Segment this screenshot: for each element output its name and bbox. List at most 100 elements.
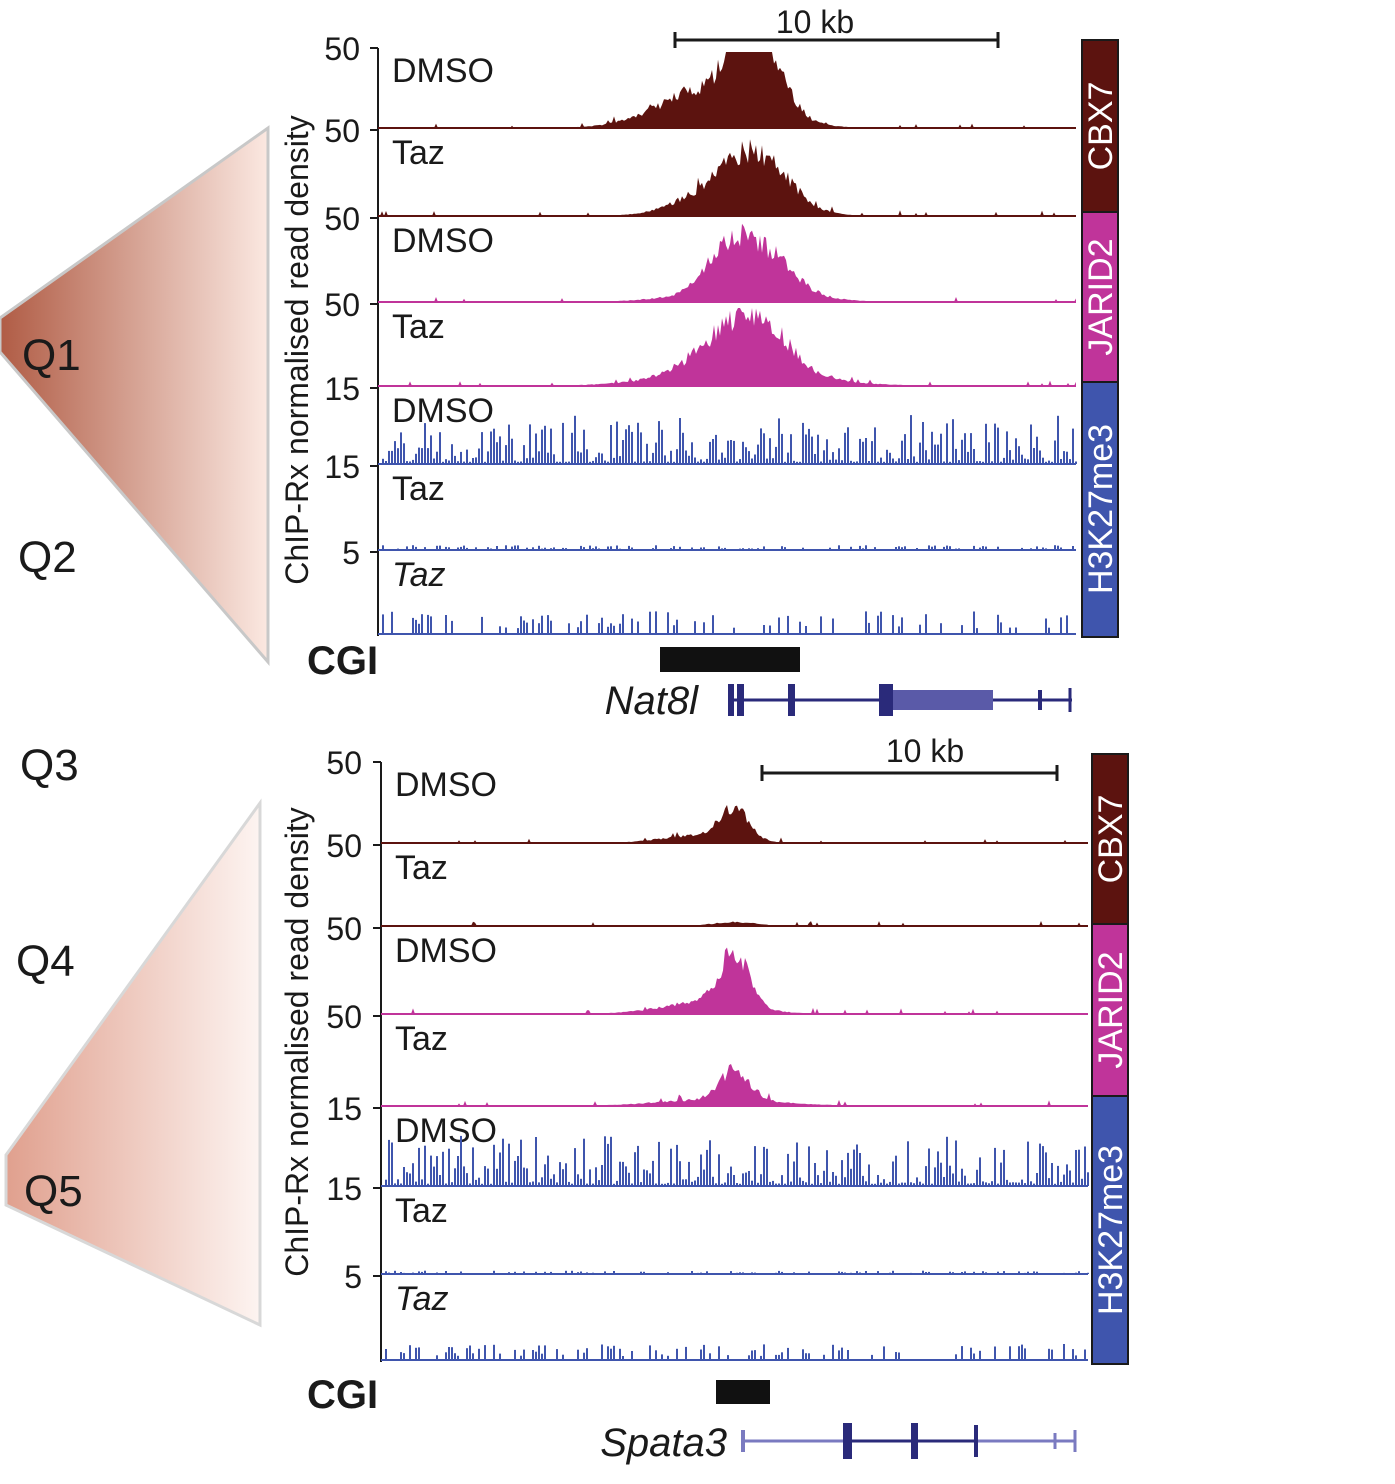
coverage-bar: [1009, 627, 1011, 634]
coverage-bar: [538, 545, 540, 550]
gene-utr: [893, 690, 993, 710]
coverage-bar: [682, 1273, 684, 1274]
track-jarid2-taz: 50 Taz: [326, 999, 1088, 1108]
coverage-bar: [421, 448, 423, 464]
track-group: 50 DMSO 50 Taz 50 DMSO 50 Taz 15 DMSO 15 Taz 5 Taz: [326, 745, 1089, 1362]
coverage-bar: [979, 461, 981, 464]
coverage-bar: [793, 460, 795, 464]
coverage-bar: [1021, 1179, 1023, 1186]
coverage-bar: [1039, 1273, 1041, 1274]
coverage-bar: [1009, 450, 1011, 464]
coverage-bar: [703, 1169, 705, 1186]
coverage-bar: [697, 1176, 699, 1186]
coverage-bar: [1009, 1182, 1011, 1186]
track-label: DMSO: [392, 52, 494, 90]
coverage-bar: [550, 1271, 552, 1274]
coverage-bar: [862, 548, 864, 550]
coverage-bar: [640, 1182, 642, 1186]
coverage-bar: [496, 1168, 498, 1186]
coverage-bar: [985, 546, 987, 550]
coverage-bar: [883, 1346, 885, 1360]
coverage-bar: [997, 1271, 999, 1274]
coverage-bar: [1027, 1271, 1029, 1274]
gene-exon: [879, 684, 893, 716]
coverage-bar: [571, 432, 573, 464]
coverage-bar: [808, 1271, 810, 1274]
coverage-bar: [499, 626, 501, 634]
coverage-bar: [973, 449, 975, 464]
coverage-bar: [757, 444, 759, 464]
coverage-bar: [775, 446, 777, 464]
coverage-bar: [1018, 446, 1020, 464]
coverage-bar: [844, 1272, 846, 1274]
quintile-label-q5: Q5: [24, 1167, 83, 1216]
coverage-bar: [829, 547, 831, 550]
coverage-bar: [922, 1183, 924, 1186]
coverage-bar: [1036, 1271, 1038, 1274]
coverage-bar: [1033, 1183, 1035, 1186]
coverage-bar: [1003, 457, 1005, 464]
coverage-bar: [763, 433, 765, 464]
coverage-bar: [514, 1271, 516, 1274]
coverage-bar: [742, 1173, 744, 1186]
coverage-bar: [412, 1163, 414, 1186]
coverage-bar: [1024, 1183, 1026, 1186]
coverage-bar: [1018, 1271, 1020, 1274]
coverage-bar: [862, 441, 864, 464]
gene-exon: [728, 684, 734, 716]
coverage-bar: [901, 547, 903, 550]
coverage-bar: [763, 1344, 765, 1360]
coverage-bar: [919, 624, 921, 634]
coverage-bar: [967, 451, 969, 464]
coverage-bar: [679, 546, 681, 550]
coverage-bar: [502, 460, 504, 464]
coverage-bar: [607, 1143, 609, 1186]
coverage-bar: [685, 1346, 687, 1360]
coverage-bar: [1066, 1164, 1068, 1186]
side-label-h3k27me3: H3K27me3: [1092, 1145, 1130, 1315]
coverage-bar: [751, 1180, 753, 1186]
coverage-bar: [784, 461, 786, 464]
coverage-bar: [901, 617, 903, 634]
coverage-bar: [628, 545, 630, 550]
coverage-bar: [520, 1355, 522, 1360]
coverage-bar: [442, 1151, 444, 1186]
coverage-bar: [517, 461, 519, 464]
side-bar-h3k27me3: [1081, 381, 1119, 638]
coverage-bar: [472, 458, 474, 464]
coverage-bar: [874, 1183, 876, 1186]
coverage-bar: [739, 459, 741, 464]
coverage-bar: [1000, 1162, 1002, 1186]
coverage-bar: [532, 547, 534, 550]
coverage-bar: [619, 1348, 621, 1360]
coverage-bar: [1024, 1272, 1026, 1274]
coverage-bar: [595, 457, 597, 464]
coverage-bar: [715, 434, 717, 464]
coverage-bar: [1048, 1348, 1050, 1360]
coverage-bar: [601, 1165, 603, 1186]
coverage-bar: [718, 1154, 720, 1186]
coverage-bar: [421, 1271, 423, 1274]
coverage-bar: [994, 1147, 996, 1186]
coverage-bar: [748, 1171, 750, 1186]
track-label: DMSO: [395, 932, 497, 970]
coverage-bar: [733, 627, 735, 634]
coverage-bar: [679, 418, 681, 464]
coverage-bar: [952, 419, 954, 464]
coverage-bar: [916, 461, 918, 464]
coverage-bar: [430, 1155, 432, 1186]
coverage-bar: [802, 547, 804, 550]
coverage-bar: [928, 459, 930, 464]
coverage-bar: [787, 1347, 789, 1360]
coverage-bar: [448, 1347, 450, 1360]
coverage-bar: [931, 1183, 933, 1186]
coverage-bar: [466, 449, 468, 464]
scale-bar-label: 10 kb: [776, 4, 854, 40]
coverage-bar: [601, 617, 603, 634]
coverage-bar: [754, 1350, 756, 1360]
track-h3k27me3-taz: 15 Taz: [324, 449, 1076, 552]
coverage-bar: [589, 545, 591, 550]
coverage-bar: [553, 547, 555, 550]
coverage-bar: [451, 1182, 453, 1186]
coverage-bar: [901, 1182, 903, 1186]
